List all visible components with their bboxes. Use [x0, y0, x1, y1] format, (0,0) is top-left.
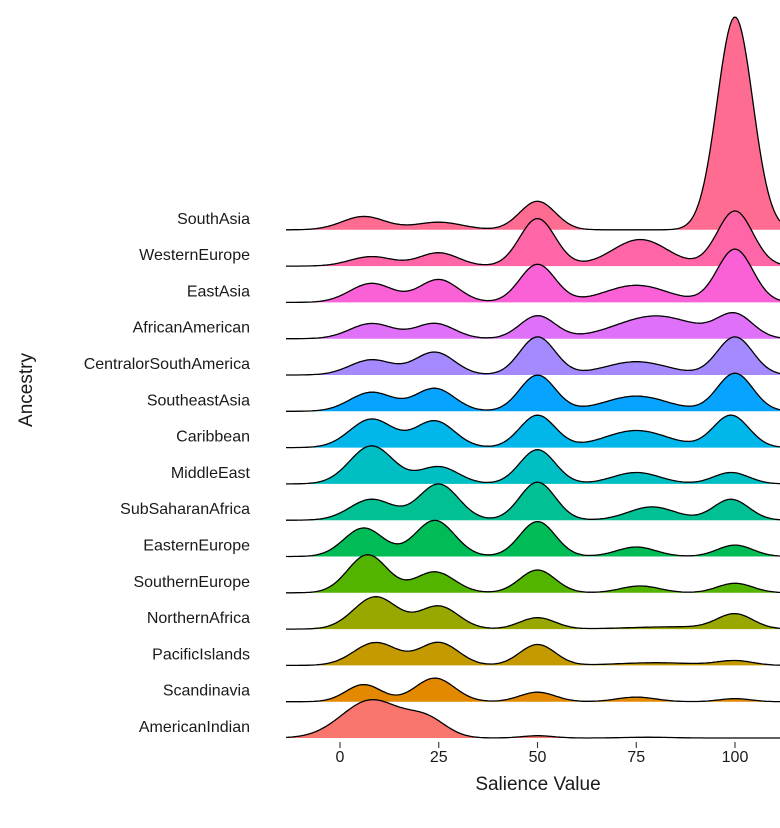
ridges — [285, 16, 780, 739]
ridge-line-Caribbean — [286, 414, 780, 449]
ridge-line-AfricanAmerican — [286, 311, 780, 340]
ridge-line-WesternEurope — [286, 210, 780, 267]
x-axis-title: Salience Value — [475, 774, 600, 795]
ridge-fill-MiddleEast — [286, 445, 780, 484]
ridge-line-EastAsia — [286, 248, 780, 304]
category-label-PacificIslands: PacificIslands — [152, 646, 250, 663]
ridge-fill-SubSaharanAfrica — [286, 482, 780, 521]
category-label-SoutheastAsia: SoutheastAsia — [147, 392, 250, 409]
ridge-line-SubSaharanAfrica — [286, 481, 780, 521]
ridge-fill-SouthernEurope — [286, 554, 780, 593]
ridge-fill-PacificIslands — [286, 642, 780, 666]
ridge-fill-AmericanIndian — [286, 699, 780, 738]
ridge-fill-Caribbean — [286, 415, 780, 448]
category-label-AfricanAmerican: AfricanAmerican — [133, 320, 250, 337]
ridge-line-SouthAsia — [286, 16, 780, 231]
x-axis: 0 25 50 75 100 — [336, 742, 749, 766]
category-label-WesternEurope: WesternEurope — [139, 247, 250, 264]
ridge-line-EasternEurope — [286, 519, 780, 558]
x-tick-label-75: 75 — [627, 749, 645, 766]
ridge-line-Scandinavia — [286, 677, 780, 703]
category-labels: SouthAsia WesternEurope EastAsia AfricanAme… — [84, 211, 251, 736]
ridge-line-SoutheastAsia — [286, 372, 780, 412]
ridge-fill-AfricanAmerican — [286, 312, 780, 339]
category-label-Caribbean: Caribbean — [176, 429, 250, 446]
ridge-fill-WesternEurope — [286, 211, 780, 267]
ridge-fill-EasternEurope — [286, 520, 780, 557]
ridge-fill-CentralorSouthAmerica — [286, 336, 780, 375]
category-label-SouthAsia: SouthAsia — [177, 211, 250, 228]
x-tick-label-25: 25 — [430, 749, 448, 766]
ridge-line-CentralorSouthAmerica — [286, 336, 780, 376]
ridge-fill-SouthAsia — [286, 17, 780, 230]
ridge-fill-SoutheastAsia — [286, 373, 780, 412]
category-label-NorthernAfrica: NorthernAfrica — [147, 610, 250, 627]
category-label-MiddleEast: MiddleEast — [171, 465, 251, 482]
x-tick-label-50: 50 — [529, 749, 547, 766]
ridge-fill-Scandinavia — [286, 678, 780, 702]
ridge-line-PacificIslands — [286, 641, 780, 667]
ridge-line-MiddleEast — [286, 445, 780, 485]
category-label-EasternEurope: EasternEurope — [143, 538, 250, 555]
ridge-fill-NorthernAfrica — [286, 596, 780, 630]
ridge-line-NorthernAfrica — [286, 596, 780, 630]
category-label-SouthernEurope: SouthernEurope — [133, 574, 250, 591]
category-label-CentralorSouthAmerica: CentralorSouthAmerica — [84, 356, 250, 373]
category-label-SubSaharanAfrica: SubSaharanAfrica — [120, 501, 250, 518]
ridge-line-AmericanIndian — [285, 698, 780, 739]
x-tick-label-0: 0 — [336, 749, 345, 766]
category-label-Scandinavia: Scandinavia — [163, 683, 250, 700]
category-label-AmericanIndian: AmericanIndian — [139, 719, 250, 736]
category-label-EastAsia: EastAsia — [187, 283, 250, 300]
y-axis-title: Ancestry — [16, 353, 37, 427]
ridge-line-SouthernEurope — [286, 554, 780, 594]
x-tick-label-100: 100 — [722, 749, 749, 766]
